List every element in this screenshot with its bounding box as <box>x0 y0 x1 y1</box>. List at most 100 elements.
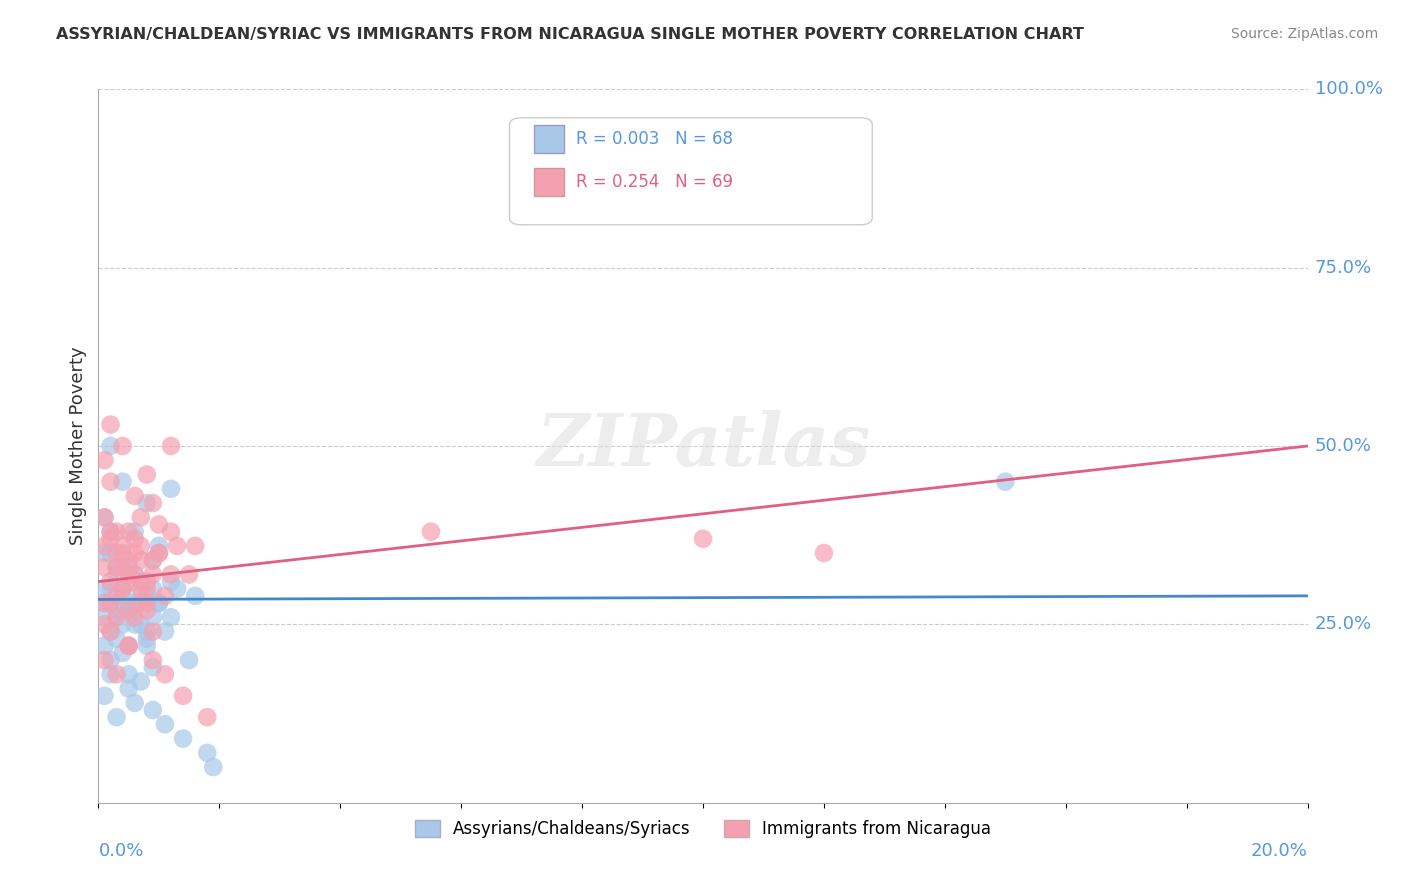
Point <box>148 539 170 553</box>
Point <box>111 589 134 603</box>
Point <box>118 567 141 582</box>
Point <box>118 681 141 696</box>
Point <box>153 589 176 603</box>
Point <box>184 589 207 603</box>
Point <box>124 489 146 503</box>
Point <box>129 617 152 632</box>
Text: Source: ZipAtlas.com: Source: ZipAtlas.com <box>1230 27 1378 41</box>
Point <box>129 510 152 524</box>
Point <box>100 524 122 539</box>
Text: 0.0%: 0.0% <box>98 842 143 860</box>
Point <box>111 582 134 596</box>
Point <box>118 553 141 567</box>
Point <box>166 539 188 553</box>
Point <box>105 610 128 624</box>
Point <box>135 589 157 603</box>
Point <box>813 546 835 560</box>
Point <box>142 553 165 567</box>
Point <box>105 603 128 617</box>
Point <box>129 589 152 603</box>
Point <box>105 524 128 539</box>
Point <box>105 610 128 624</box>
Point <box>129 574 152 589</box>
Point <box>111 475 134 489</box>
Point <box>93 510 115 524</box>
Point <box>100 653 122 667</box>
Point <box>166 582 188 596</box>
Point <box>118 639 141 653</box>
Legend: Assyrians/Chaldeans/Syriacs, Immigrants from Nicaragua: Assyrians/Chaldeans/Syriacs, Immigrants … <box>408 813 998 845</box>
Point <box>105 560 128 574</box>
FancyBboxPatch shape <box>509 118 872 225</box>
Point <box>100 417 122 432</box>
Point <box>172 731 194 746</box>
Text: ZIPatlas: ZIPatlas <box>536 410 870 482</box>
Point <box>129 539 152 553</box>
Point <box>148 546 170 560</box>
Text: R = 0.003   N = 68: R = 0.003 N = 68 <box>576 130 733 148</box>
Point <box>142 660 165 674</box>
Point <box>124 610 146 624</box>
Point <box>148 546 170 560</box>
Point <box>118 560 141 574</box>
Point <box>160 567 183 582</box>
Point <box>100 624 122 639</box>
Point <box>124 603 146 617</box>
Point <box>100 582 122 596</box>
Point <box>105 567 128 582</box>
Point <box>93 617 115 632</box>
Point <box>100 524 122 539</box>
Point <box>994 475 1017 489</box>
Y-axis label: Single Mother Poverty: Single Mother Poverty <box>69 347 87 545</box>
Point <box>93 539 115 553</box>
Point <box>135 574 157 589</box>
Point <box>111 617 134 632</box>
Point <box>135 632 157 646</box>
Point <box>142 703 165 717</box>
Point <box>129 553 152 567</box>
Point <box>195 710 218 724</box>
Point <box>202 760 225 774</box>
Point <box>93 689 115 703</box>
Point <box>100 475 122 489</box>
Point <box>160 524 183 539</box>
Point <box>142 582 165 596</box>
Point <box>135 603 157 617</box>
Point <box>135 596 157 610</box>
Point <box>153 717 176 731</box>
Point <box>124 617 146 632</box>
Point <box>118 639 141 653</box>
Point <box>100 667 122 681</box>
Point <box>692 532 714 546</box>
Text: 25.0%: 25.0% <box>1315 615 1372 633</box>
Point <box>124 532 146 546</box>
Point <box>135 624 157 639</box>
Point <box>105 710 128 724</box>
Point <box>105 589 128 603</box>
Bar <box>534 125 564 153</box>
Point <box>111 439 134 453</box>
Point <box>118 603 141 617</box>
Point <box>142 567 165 582</box>
Point <box>100 532 122 546</box>
Point <box>93 582 115 596</box>
Point <box>160 610 183 624</box>
Point <box>111 582 134 596</box>
Bar <box>534 168 564 196</box>
Point <box>93 560 115 574</box>
Point <box>111 560 134 574</box>
Point <box>111 539 134 553</box>
Point <box>148 517 170 532</box>
Point <box>93 639 115 653</box>
Point <box>111 596 134 610</box>
Text: 50.0%: 50.0% <box>1315 437 1371 455</box>
Point <box>153 624 176 639</box>
Point <box>124 567 146 582</box>
Point <box>105 546 128 560</box>
Point <box>100 546 122 560</box>
Point <box>184 539 207 553</box>
Point <box>105 667 128 681</box>
Point <box>93 596 115 610</box>
Point <box>135 639 157 653</box>
Point <box>142 553 165 567</box>
